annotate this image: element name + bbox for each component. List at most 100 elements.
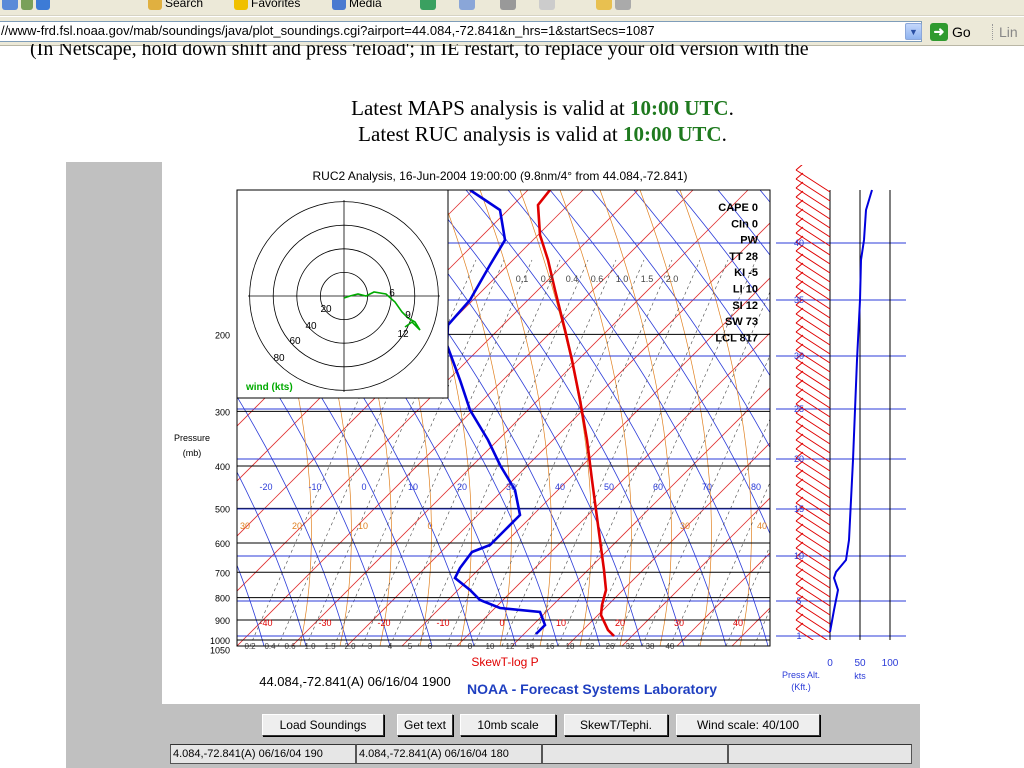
temp-label-600: 30 bbox=[680, 521, 690, 531]
get-text-button[interactable]: Get text bbox=[397, 714, 453, 736]
toolbar-left-icons bbox=[2, 0, 50, 12]
wind-barb-flag bbox=[795, 298, 804, 306]
pressure-tick: 1050 bbox=[210, 645, 230, 655]
temperature-profile bbox=[536, 190, 615, 637]
moist-adiabat bbox=[679, 190, 752, 646]
search-button[interactable]: Search bbox=[148, 0, 203, 12]
sounding-list-1[interactable]: 4.084,-72.841(A) 06/16/04 190 bbox=[170, 744, 356, 764]
mail-icon[interactable] bbox=[459, 0, 475, 10]
lab-label: NOAA - Forecast Systems Laboratory bbox=[467, 681, 717, 697]
isotherm-line bbox=[842, 190, 1024, 646]
sounding-list-2[interactable]: 4.084,-72.841(A) 06/16/04 180 bbox=[356, 744, 542, 764]
back-icon[interactable] bbox=[2, 0, 18, 10]
wind-barb-flag bbox=[795, 262, 804, 270]
address-dropdown-icon[interactable]: ▼ bbox=[905, 23, 922, 40]
wind-barb-flag bbox=[795, 217, 804, 225]
wind-barb-flag bbox=[795, 307, 804, 315]
wind-barb bbox=[795, 475, 831, 499]
media-icon bbox=[332, 0, 346, 10]
wind-barb-flag bbox=[795, 595, 804, 603]
go-arrow-icon: ➜ bbox=[930, 23, 948, 41]
wind-barb-flag bbox=[795, 433, 804, 441]
temp-label-upper: -20 bbox=[259, 482, 272, 492]
mixing-ratio-line bbox=[753, 608, 770, 646]
wind-barb bbox=[795, 511, 831, 535]
search-label: Search bbox=[165, 0, 204, 10]
mixing-ratio-line bbox=[473, 259, 645, 646]
wind-barb-flag bbox=[795, 397, 804, 405]
wind-barb-flag bbox=[795, 325, 804, 333]
wind-barb bbox=[795, 313, 831, 337]
temp-label-lower: -30 bbox=[318, 618, 331, 628]
wind-axis-tick: 100 bbox=[882, 658, 899, 669]
pressure-tick: 200 bbox=[215, 330, 230, 340]
skewt-tephi-button[interactable]: SkewT/Tephi. bbox=[564, 714, 668, 736]
wind-barb-flag bbox=[795, 316, 804, 324]
dry-adiabat bbox=[237, 271, 433, 646]
hodograph-ring-label: 60 bbox=[289, 336, 301, 347]
dewpoint-profile bbox=[445, 190, 547, 635]
sounding-list-4[interactable] bbox=[728, 744, 912, 764]
mixing-ratio-line bbox=[249, 259, 421, 646]
mixing-ratio-line bbox=[557, 259, 729, 646]
history-icon[interactable] bbox=[420, 0, 436, 10]
wind-barb bbox=[795, 358, 831, 382]
moist-adiabat bbox=[439, 190, 512, 646]
temp-label-upper: -10 bbox=[308, 482, 321, 492]
mixing-label-upper: 0.1 bbox=[516, 274, 529, 284]
wind-unit: kts bbox=[854, 671, 866, 681]
wind-barb-flag bbox=[795, 271, 804, 279]
maps-time: 10:00 UTC bbox=[629, 96, 729, 120]
favorites-button[interactable]: Favorites bbox=[234, 0, 300, 12]
wind-scale-button[interactable]: Wind scale: 40/100 bbox=[676, 714, 820, 736]
hodograph-ring-label: 20 bbox=[320, 304, 332, 315]
pressure-unit: (mb) bbox=[183, 448, 202, 458]
media-label: Media bbox=[349, 0, 382, 10]
folder-icon[interactable] bbox=[596, 0, 612, 10]
wind-barb bbox=[795, 205, 831, 229]
media-button[interactable]: Media bbox=[332, 0, 382, 12]
reload-instruction: (In Netscape, hold down shift and press … bbox=[30, 44, 1024, 62]
go-button[interactable]: ➜ Go bbox=[930, 22, 971, 42]
wind-barb bbox=[795, 430, 831, 454]
plot-frame bbox=[236, 189, 771, 647]
wind-barb bbox=[795, 466, 831, 490]
refresh-icon[interactable] bbox=[36, 0, 50, 10]
edit-icon[interactable] bbox=[539, 0, 555, 10]
mixing-ratio-line bbox=[641, 354, 770, 646]
load-soundings-button[interactable]: Load Soundings bbox=[262, 714, 384, 736]
messenger-icon[interactable] bbox=[615, 0, 631, 10]
wind-barb-flag bbox=[795, 532, 804, 540]
10mb-scale-button[interactable]: 10mb scale bbox=[460, 714, 556, 736]
temp-label-lower: 0 bbox=[499, 618, 504, 628]
sounding-list-3[interactable] bbox=[542, 744, 728, 764]
temp-label-600: 10 bbox=[358, 521, 368, 531]
wind-barb-flag bbox=[795, 352, 804, 360]
mixing-label-upper: 1.0 bbox=[616, 274, 629, 284]
wind-barb bbox=[795, 187, 831, 211]
wind-barb-flag bbox=[795, 442, 804, 450]
moist-adiabat bbox=[599, 190, 672, 646]
isotherm-line bbox=[731, 607, 770, 646]
print-icon[interactable] bbox=[500, 0, 516, 10]
stability-index: SI 12 bbox=[732, 300, 758, 312]
temp-label-lower: -10 bbox=[436, 618, 449, 628]
alt-tick: 35 bbox=[794, 295, 804, 305]
temp-label-upper: 0 bbox=[361, 482, 366, 492]
alt-tick: 30 bbox=[794, 351, 804, 361]
wind-barb-flag bbox=[795, 622, 804, 630]
go-label: Go bbox=[952, 24, 971, 40]
pressure-tick: 300 bbox=[215, 407, 230, 417]
wind-barb-flag bbox=[795, 514, 804, 522]
wind-barb-flag bbox=[795, 388, 804, 396]
search-icon bbox=[148, 0, 162, 10]
wind-barb-flag bbox=[795, 460, 804, 468]
pressure-tick: 400 bbox=[215, 462, 230, 472]
links-label[interactable]: Lin bbox=[992, 24, 1018, 40]
stability-index: CAPE 0 bbox=[718, 202, 758, 214]
mixing-ratio-line bbox=[389, 259, 561, 646]
hodograph-box bbox=[236, 189, 449, 399]
isotherm-line bbox=[621, 497, 770, 646]
forward-icon[interactable] bbox=[21, 0, 33, 10]
